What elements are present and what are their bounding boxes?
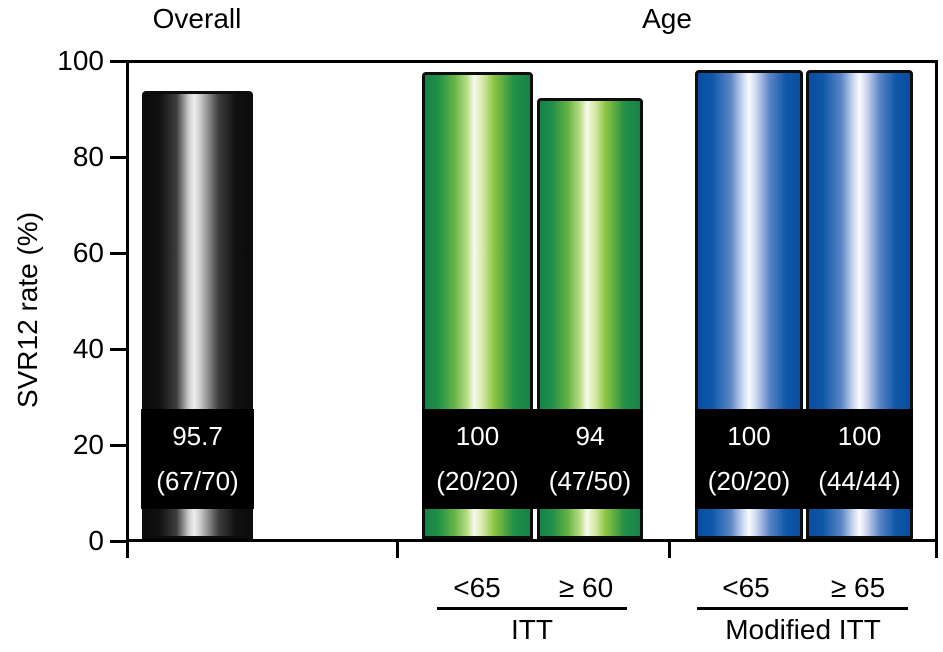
- x-boundary-tick: [935, 542, 938, 558]
- y-tick-label: 20: [72, 429, 104, 460]
- y-tick-label: 40: [72, 333, 104, 364]
- y-tick-label: 80: [72, 141, 104, 172]
- bar-value: 95.7: [172, 421, 223, 451]
- y-tick-mark: [110, 444, 127, 447]
- value-box: [422, 409, 643, 509]
- x-boundary-tick: [668, 542, 671, 558]
- bar-count: (20/20): [436, 466, 519, 496]
- plot-area: 95.7 (67/70) 100 (20/20) 94 (47/50) 100 (20/20)…: [126, 60, 938, 542]
- x-tick-label: ≥ 65: [830, 572, 886, 603]
- value-box: [141, 409, 254, 509]
- bar-value: 100: [455, 421, 500, 451]
- y-tick-mark: [110, 348, 127, 351]
- section-title-age: Age: [642, 3, 692, 34]
- bar-value-label: 95.7 (67/70): [156, 414, 238, 504]
- y-tick-mark: [110, 540, 127, 543]
- axis-group-name: Modified ITT: [725, 614, 881, 645]
- axis-group-underline: [697, 607, 908, 610]
- value-box: [695, 409, 913, 509]
- y-tick-mark: [110, 252, 127, 255]
- y-tick-mark: [110, 156, 127, 159]
- y-axis-label: SVR12 rate (%): [12, 211, 43, 409]
- bar-value: 100: [837, 421, 882, 451]
- bar-count: (20/20): [707, 466, 791, 496]
- bar-value: 100: [727, 421, 771, 451]
- bar-value-label: 100 (44/44): [818, 414, 900, 504]
- bar-count: (44/44): [818, 466, 901, 496]
- bar-value-label: 100 (20/20): [436, 414, 518, 504]
- x-boundary-tick: [396, 542, 399, 558]
- y-tick-label: 100: [57, 45, 104, 76]
- x-tick-label: <65: [453, 572, 501, 603]
- x-tick-label: ≥ 60: [558, 572, 614, 603]
- bar-count: (67/70): [156, 466, 239, 496]
- axis-group-name: ITT: [511, 614, 553, 645]
- y-tick-mark: [110, 60, 127, 63]
- section-title-overall: Overall: [152, 3, 242, 34]
- bar-value-label: 94 (47/50): [549, 414, 631, 504]
- axis-group-underline: [437, 607, 627, 610]
- x-tick-label: <65: [722, 572, 770, 603]
- bar-value: 94: [575, 421, 605, 451]
- x-boundary-tick: [126, 542, 129, 558]
- bar-count: (47/50): [548, 466, 632, 496]
- y-tick-label: 60: [72, 237, 104, 268]
- y-tick-label: 0: [88, 525, 104, 556]
- bar-value-label: 100 (20/20): [708, 414, 790, 504]
